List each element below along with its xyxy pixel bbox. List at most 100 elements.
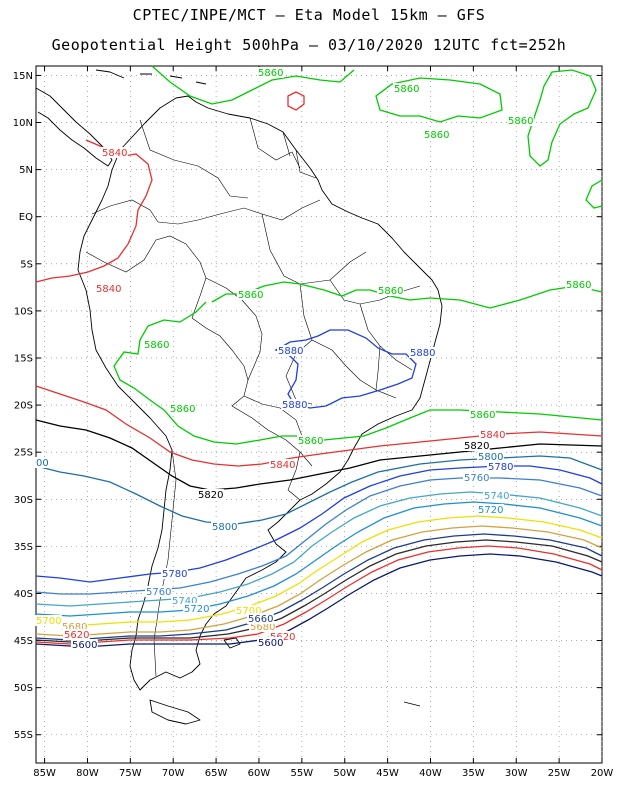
contour-label: 5840: [102, 148, 127, 159]
contour-label-bg: [211, 521, 238, 532]
contour-5880-north-ring: [287, 91, 305, 111]
south-georgia: [403, 701, 421, 707]
lat-label: 40S: [14, 589, 33, 600]
contour-5860-north: [151, 65, 355, 105]
contour-label: 5760: [464, 473, 489, 484]
lon-label: 30W: [505, 768, 528, 779]
bolivia-brazil-border: [205, 277, 263, 381]
contour-label-bg: [145, 586, 172, 597]
contour-label-bg: [507, 115, 534, 126]
lon-label: 75W: [119, 768, 142, 779]
map-title-line-1: CPTEC/INPE/MCT – Eta Model 15km – GFS: [132, 6, 486, 24]
lat-label: 10N: [13, 118, 33, 129]
falkland-islands: [223, 637, 241, 649]
coastlines: [35, 69, 443, 725]
contour-5720: [35, 501, 603, 617]
contour-label: 5680: [250, 622, 275, 633]
south-america-coast: [77, 95, 443, 691]
contour-label-bg: [71, 639, 98, 650]
contour-5620: [35, 545, 603, 645]
contour-5860-west: [113, 301, 603, 445]
contour-5600: [35, 553, 603, 647]
contour-label: 5680: [62, 622, 87, 633]
contour-label: 5860: [238, 290, 263, 301]
lon-label: 85W: [33, 768, 56, 779]
contour-5860-far-east: [585, 179, 603, 209]
contour-5840-south: [35, 385, 603, 467]
contour-label-bg: [409, 347, 436, 358]
contour-label-bg: [249, 621, 276, 632]
peru-border: [85, 235, 207, 319]
contour-label: 5820: [464, 441, 489, 452]
lat-label: 45S: [14, 636, 33, 647]
contour-5840-north: [35, 139, 153, 283]
contour-label: 5880: [282, 400, 307, 411]
contour-5820: [35, 419, 603, 491]
contour-label: 5740: [172, 596, 197, 607]
contour-label: 5860: [298, 436, 323, 447]
contour-label-bg: [95, 283, 122, 294]
contour-label: 5780: [488, 462, 513, 473]
contour-label: 5700: [36, 616, 61, 627]
contour-5640: [35, 539, 603, 643]
contour-label-bg: [169, 403, 196, 414]
contour-label: 5600: [258, 638, 283, 649]
lon-label: 55W: [291, 768, 314, 779]
graticule: [36, 66, 603, 763]
paraguay-brazil-border: [243, 395, 303, 437]
contour-label-bg: [281, 399, 308, 410]
contour-label-bg: [463, 472, 490, 483]
contour-5660: [35, 533, 603, 641]
contour-label-bg: [161, 568, 188, 579]
contour-label: 5600: [72, 640, 97, 651]
contour-label-bg: [35, 457, 50, 468]
lat-label: 15N: [13, 71, 33, 82]
contour-label-bg: [61, 621, 88, 632]
contour-label: 5660: [248, 614, 273, 625]
colombia-ecuador-border: [91, 199, 159, 223]
contour-label-bg: [171, 595, 198, 606]
contour-label-bg: [393, 83, 420, 94]
contour-labels: 5860 5860 5860 5860 5860 5860 5860 5860 5860 5860…: [35, 67, 592, 651]
contour-label-bg: [487, 461, 514, 472]
contour-5740: [35, 491, 603, 607]
lon-label: 45W: [376, 768, 399, 779]
lat-label: 55S: [14, 730, 33, 741]
lat-label: 20S: [14, 401, 33, 412]
lon-label: 70W: [162, 768, 185, 779]
contour-5860-east: [527, 69, 597, 167]
contour-label-bg: [479, 429, 506, 440]
contour-label-bg: [101, 147, 128, 158]
lon-label: 60W: [248, 768, 271, 779]
lat-label: 35S: [14, 542, 33, 553]
colombia-venezuela-border: [139, 119, 249, 199]
contour-label-bg: [565, 279, 592, 290]
contour-label-bg: [257, 637, 284, 648]
contour-label: 5800: [212, 522, 237, 533]
contour-label-bg: [477, 504, 504, 515]
lat-label: 15S: [14, 353, 33, 364]
contour-label: 5860: [424, 130, 449, 141]
contour-label: 5720: [478, 505, 503, 516]
lat-label: 30S: [14, 495, 33, 506]
contour-label: 5860: [470, 410, 495, 421]
contour-label: 5860: [144, 340, 169, 351]
contour-5880-center: [274, 329, 417, 409]
contour-label: 5860: [258, 68, 283, 79]
contour-label-bg: [257, 67, 284, 78]
contour-label: 5720: [184, 604, 209, 615]
brazil-peru-border: [157, 199, 321, 225]
lon-label: 50W: [333, 768, 356, 779]
contour-label: 5780: [162, 569, 187, 580]
argentina-paraguay-border: [231, 405, 313, 467]
lat-label: 10S: [14, 306, 33, 317]
contour-label-bg: [277, 345, 304, 356]
contour-label-bg: [483, 490, 510, 501]
contour-5680: [35, 525, 603, 637]
contour-label: 00: [36, 458, 49, 469]
lon-label: 25W: [548, 768, 571, 779]
contour-label: 5860: [566, 280, 591, 291]
contour-label-bg: [463, 440, 490, 451]
chile-argentina-border: [153, 449, 177, 677]
